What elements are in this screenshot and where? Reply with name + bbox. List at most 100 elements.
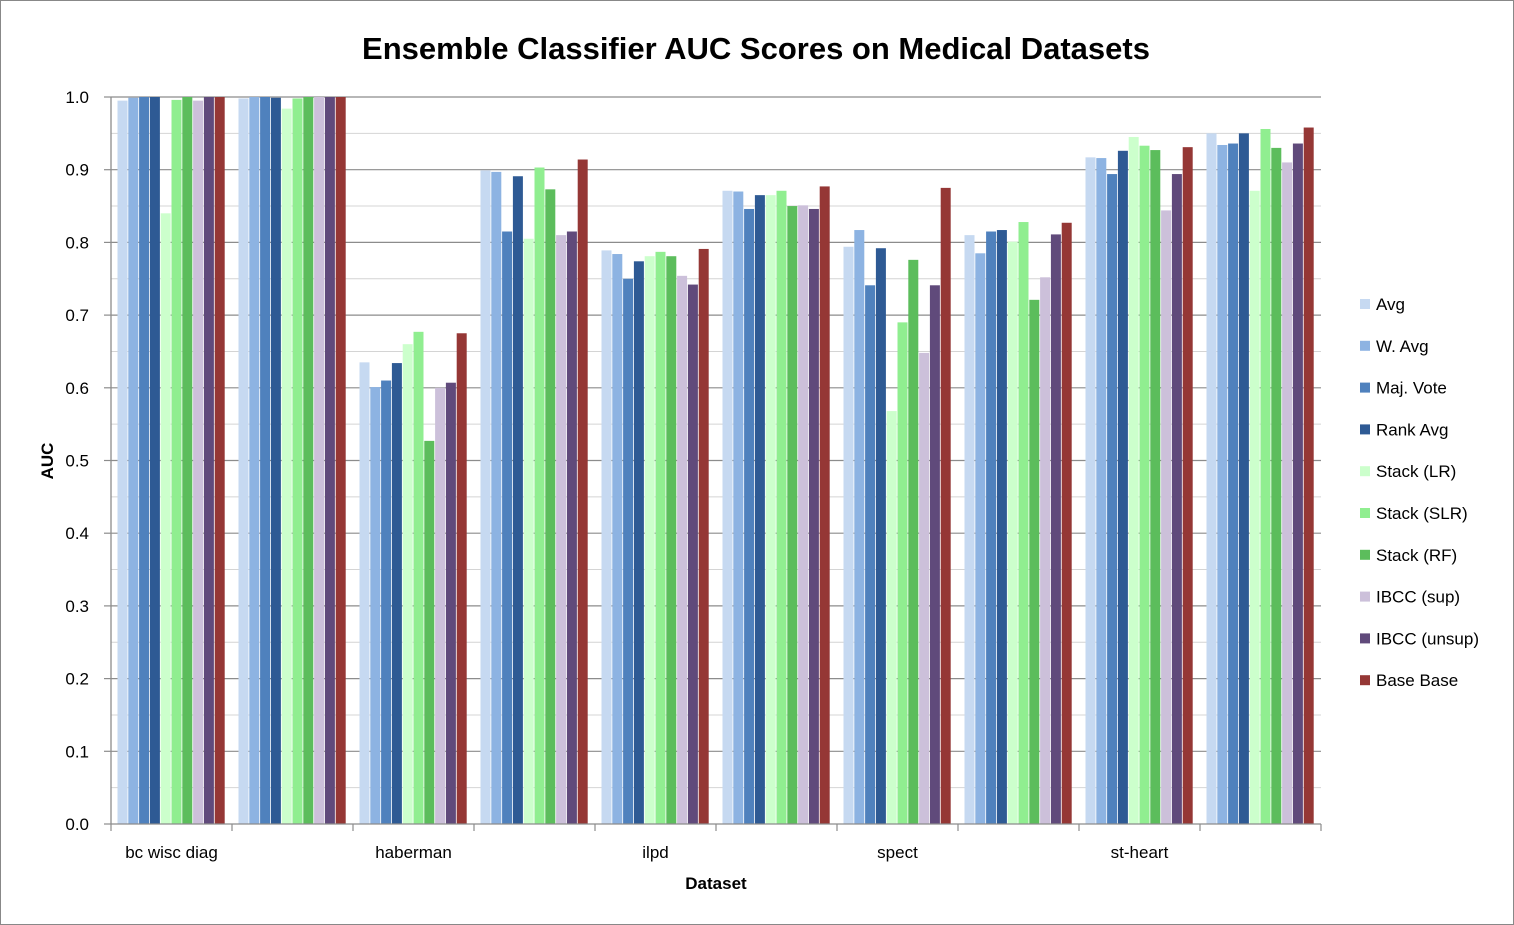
bar	[1303, 127, 1314, 824]
y-tick-label: 0.9	[65, 161, 89, 180]
x-tick-label: bc wisc diag	[125, 843, 218, 862]
bar	[534, 167, 545, 824]
bar	[1206, 133, 1217, 825]
bar	[897, 322, 908, 824]
bar	[193, 100, 204, 824]
bar	[335, 97, 346, 824]
legend-swatch	[1360, 508, 1370, 518]
bar	[655, 251, 666, 825]
bar	[754, 195, 765, 824]
legend-label: Rank Avg	[1376, 420, 1448, 439]
bar	[1018, 222, 1029, 825]
bar	[1260, 128, 1271, 825]
bar	[435, 387, 446, 824]
legend-label: Avg	[1376, 295, 1405, 314]
bar	[1161, 210, 1172, 824]
bar	[214, 97, 225, 824]
bar	[865, 285, 876, 824]
bar	[1228, 143, 1239, 824]
legend-swatch	[1360, 633, 1370, 644]
bar	[1085, 157, 1096, 825]
legend-swatch	[1360, 466, 1370, 477]
x-tick-labels: bc wisc diag haberman ilpd spect st-heart	[125, 843, 1168, 862]
bar	[281, 108, 292, 824]
bar	[1271, 147, 1282, 824]
y-axis-label: AUC	[38, 443, 57, 480]
bar	[1171, 174, 1182, 824]
bar	[886, 411, 897, 824]
bar	[612, 254, 623, 824]
bar	[545, 189, 556, 824]
bar	[677, 275, 688, 825]
bar	[445, 382, 456, 824]
bar	[1007, 241, 1018, 825]
legend-label: Stack (SLR)	[1376, 504, 1468, 523]
y-tick-label: 0.0	[65, 815, 89, 834]
bar	[370, 387, 381, 824]
bar	[1292, 143, 1303, 824]
bar	[644, 256, 655, 825]
legend-label: IBCC (unsup)	[1376, 629, 1479, 648]
y-tick-label: 0.6	[65, 379, 89, 398]
bar	[666, 256, 677, 825]
bar	[975, 253, 986, 825]
bar	[270, 97, 281, 825]
bar	[1107, 174, 1118, 824]
legend-swatch	[1360, 340, 1370, 351]
bar	[171, 99, 182, 824]
bar	[359, 362, 370, 824]
bar	[402, 344, 413, 824]
y-tick-label: 0.5	[65, 452, 89, 471]
bar	[491, 171, 502, 824]
bar	[744, 208, 755, 824]
bar	[687, 284, 698, 824]
y-tick-label: 1.0	[65, 88, 89, 107]
bar	[424, 440, 435, 824]
bar	[765, 195, 776, 824]
legend-swatch	[1360, 382, 1370, 393]
bar	[633, 261, 644, 824]
x-axis-label: Dataset	[685, 874, 747, 893]
bar	[149, 97, 160, 824]
bar	[413, 331, 424, 824]
bar	[623, 278, 634, 824]
bar	[1249, 190, 1260, 824]
bar	[722, 190, 733, 824]
legend-swatch	[1360, 299, 1370, 309]
bar	[1128, 136, 1139, 825]
bar	[808, 208, 819, 824]
bar	[160, 213, 171, 824]
x-tick-label: spect	[877, 843, 918, 862]
bar	[986, 231, 997, 824]
axes	[104, 96, 1322, 831]
bar	[391, 363, 402, 824]
bar	[523, 238, 534, 824]
bar	[1040, 277, 1051, 824]
legend-swatch	[1360, 424, 1370, 435]
bar	[480, 170, 491, 824]
legend-label: Stack (LR)	[1376, 462, 1456, 481]
legend-label: Maj. Vote	[1376, 379, 1447, 398]
bar	[875, 248, 886, 825]
bar	[117, 100, 128, 824]
bar	[919, 352, 930, 824]
bar	[798, 205, 809, 824]
y-tick-label: 0.8	[65, 233, 89, 252]
bar	[964, 235, 975, 824]
bar	[1061, 222, 1072, 824]
bar	[128, 97, 139, 825]
bar	[908, 259, 919, 825]
bar	[843, 246, 854, 824]
bar	[787, 206, 798, 825]
chart-title: Ensemble Classifier AUC Scores on Medica…	[362, 31, 1150, 66]
bar	[182, 97, 193, 824]
legend-label: IBCC (sup)	[1376, 588, 1460, 607]
bar	[1117, 150, 1128, 825]
x-tick-label: haberman	[375, 843, 452, 862]
bar	[556, 235, 567, 824]
bar	[566, 231, 577, 824]
bar	[854, 230, 865, 825]
bar	[303, 97, 314, 824]
bar	[1150, 150, 1161, 824]
